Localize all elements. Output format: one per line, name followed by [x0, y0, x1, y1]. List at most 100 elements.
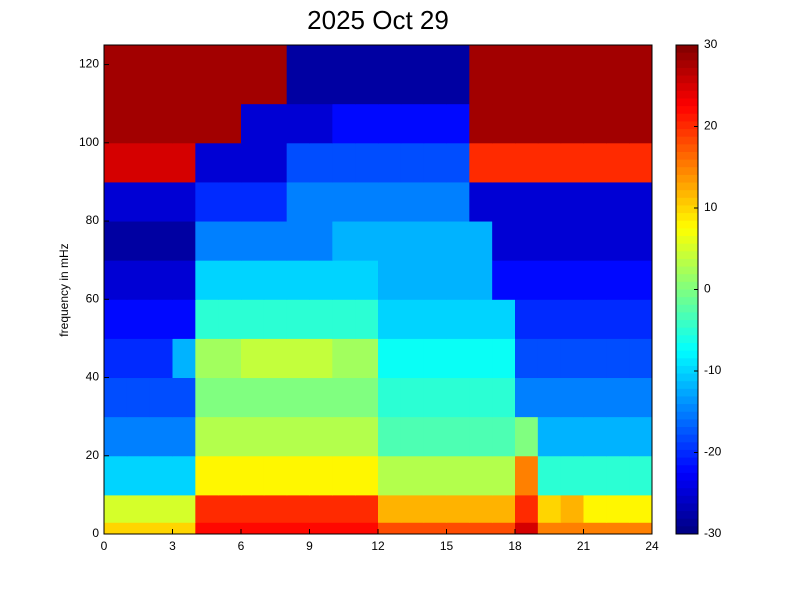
heat-cell: [583, 45, 607, 105]
colorbar-tick-label: -20: [704, 445, 722, 459]
colorbar-step: [676, 151, 698, 161]
heat-cell: [149, 142, 173, 183]
colorbar-tick-label: -30: [704, 526, 722, 540]
heat-cell: [378, 103, 402, 144]
heat-cell: [606, 338, 630, 379]
heat-cell: [469, 45, 493, 105]
heat-cell: [309, 522, 333, 535]
heat-cell: [263, 522, 288, 535]
heat-cell: [355, 181, 379, 222]
heat-cell: [126, 494, 151, 523]
heat-cell: [263, 377, 288, 418]
heat-cell: [355, 416, 379, 457]
heat-cell: [537, 494, 562, 523]
heat-cell: [218, 181, 242, 222]
heat-cell: [560, 181, 584, 222]
heat-cell: [195, 260, 219, 300]
heat-cell: [446, 260, 470, 300]
heat-cell: [172, 142, 196, 183]
heat-cell: [560, 455, 584, 496]
heat-cell: [400, 103, 425, 144]
colorbar-step: [676, 144, 698, 153]
heat-cell: [355, 45, 379, 105]
heat-cell: [560, 221, 584, 261]
colorbar-step: [676, 60, 698, 69]
heat-cell: [149, 181, 173, 222]
x-tick-label: 3: [169, 539, 176, 553]
heat-cell: [629, 522, 653, 535]
colorbar-tick-label: 20: [704, 119, 718, 133]
heat-cell: [126, 338, 151, 379]
heat-cell: [286, 455, 310, 496]
heat-cell: [126, 522, 151, 535]
heat-cell: [126, 299, 151, 339]
heat-cell: [104, 522, 128, 535]
x-tick-label: 18: [508, 539, 522, 553]
heat-cell: [515, 416, 539, 457]
heat-cell: [332, 260, 356, 300]
heat-cell: [126, 103, 151, 144]
colorbar-step: [676, 503, 698, 512]
heat-cell: [195, 103, 219, 144]
heat-cell: [446, 181, 470, 222]
heat-cell: [378, 522, 402, 535]
heat-cell: [149, 455, 173, 496]
heat-cell: [583, 103, 607, 144]
colorbar-step: [676, 449, 698, 459]
heat-cell: [286, 338, 310, 379]
heat-cell: [355, 142, 379, 183]
heat-cell: [149, 377, 173, 418]
colorbar-step: [676, 342, 698, 352]
heat-cell: [606, 45, 630, 105]
heat-cell: [423, 416, 447, 457]
colorbar-step: [676, 213, 698, 222]
heat-cell: [218, 103, 242, 144]
colorbar-tick-label: -10: [704, 363, 722, 377]
heat-cell: [606, 221, 630, 261]
heat-cell: [400, 260, 425, 300]
heat-cell: [172, 377, 196, 418]
heat-cell: [492, 338, 516, 379]
x-tick-label: 12: [371, 539, 385, 553]
heat-cell: [378, 299, 402, 339]
heat-cell: [355, 338, 379, 379]
heat-cell: [195, 299, 219, 339]
heat-cell: [537, 416, 562, 457]
heat-cell: [537, 45, 562, 105]
heat-cell: [126, 455, 151, 496]
colorbar-step: [676, 113, 698, 122]
heat-cell: [263, 338, 288, 379]
heat-cell: [515, 260, 539, 300]
heat-cell: [469, 377, 493, 418]
colorbar-step: [676, 228, 698, 237]
heat-cell: [172, 103, 196, 144]
heat-cell: [515, 455, 539, 496]
heat-cell: [241, 494, 265, 523]
heat-cell: [469, 260, 493, 300]
heat-cell: [423, 181, 447, 222]
heat-cell: [446, 494, 470, 523]
colorbar-tick-label: 10: [704, 200, 718, 214]
colorbar-step: [676, 281, 698, 290]
x-tick-label: 21: [577, 539, 591, 553]
heat-cell: [241, 221, 265, 261]
colorbar-step: [676, 98, 698, 107]
colorbar-tick-label: 30: [704, 37, 718, 51]
heat-cell: [355, 103, 379, 144]
heat-cell: [400, 377, 425, 418]
heat-cell: [606, 103, 630, 144]
heat-cell: [218, 45, 242, 105]
y-tick-label: 20: [86, 448, 100, 462]
heat-cell: [606, 181, 630, 222]
heat-cell: [560, 142, 584, 183]
heat-cell: [583, 416, 607, 457]
heat-cell: [241, 181, 265, 222]
heat-cell: [446, 299, 470, 339]
heat-cell: [149, 103, 173, 144]
heat-cell: [583, 142, 607, 183]
heat-cell: [423, 494, 447, 523]
heat-cell: [469, 338, 493, 379]
heat-cell: [515, 522, 539, 535]
heat-cell: [606, 377, 630, 418]
